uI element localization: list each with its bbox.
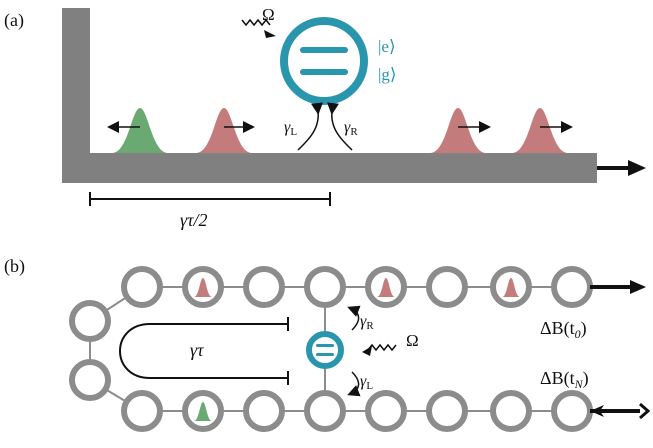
- node-bottom-3: [243, 390, 285, 432]
- emitter-atom: [280, 17, 368, 105]
- drive-arrowhead-a: [264, 30, 276, 38]
- bottom-row-nodes: [121, 390, 593, 432]
- top-row-nodes: [121, 266, 593, 308]
- pulse-red-1: [196, 108, 252, 153]
- level-e-bar: [300, 47, 348, 53]
- bottom-input-tail: [590, 405, 604, 417]
- drive-wiggle-b: [367, 343, 397, 352]
- omega-label-b: Ω: [406, 331, 419, 350]
- node-pulse-red-2: [377, 278, 395, 297]
- omega-label-a: Ω: [262, 5, 275, 24]
- chain-level-g: [316, 353, 334, 356]
- gamma-r-label-b: γR: [360, 313, 374, 332]
- node-top-4: [304, 266, 346, 308]
- chain-emitter: [306, 331, 344, 369]
- chain-level-e: [316, 344, 334, 347]
- node-bottom-8: [551, 390, 593, 432]
- decay-left-arrow: [297, 102, 323, 151]
- node-bottom-1: [121, 390, 163, 432]
- node-left-1: [69, 300, 111, 342]
- pulse-red-2: [430, 108, 486, 153]
- waveguide-horizontal-arm: [62, 153, 597, 183]
- node-bottom-6: [426, 390, 468, 432]
- node-top-3: [243, 266, 285, 308]
- node-bottom-4: [304, 390, 346, 432]
- state-e-label: |e⟩: [378, 37, 396, 56]
- decay-right-arrow: [327, 102, 353, 151]
- node-left-2: [69, 359, 111, 401]
- gamma-r-label: γR: [344, 119, 358, 138]
- field-label-top: ΔB(t0): [540, 318, 587, 341]
- pulse-red-3: [512, 108, 568, 153]
- output-arrowhead: [628, 160, 646, 176]
- node-bottom-5: [365, 390, 407, 432]
- node-top-8: [551, 266, 593, 308]
- node-top-6: [426, 266, 468, 308]
- left-nodes: [69, 300, 111, 401]
- loop-label: γτ: [190, 340, 204, 360]
- top-output-arrowhead: [630, 280, 646, 294]
- decay-l-arrow-b: [347, 371, 361, 397]
- panel-a-label: (a): [4, 10, 24, 31]
- state-g-label: |g⟩: [378, 65, 397, 84]
- pulse-green: [112, 108, 168, 153]
- decay-r-arrow-b: [347, 305, 361, 331]
- node-pulse-red-3: [502, 278, 520, 297]
- delay-label: γτ/2: [180, 210, 208, 230]
- gamma-l-label: γL: [284, 119, 297, 138]
- level-g-bar: [300, 69, 348, 75]
- gamma-l-label-b: γL: [360, 373, 373, 392]
- node-top-1: [121, 266, 163, 308]
- node-bottom-7: [490, 390, 532, 432]
- panel-a: (a) |e⟩ |g⟩ Ω γL γR: [4, 5, 646, 230]
- node-pulse-green: [194, 402, 212, 421]
- drive-wiggle-a: [241, 18, 271, 27]
- node-pulse-red-1: [194, 278, 212, 297]
- drive-arrowhead-b: [362, 346, 372, 356]
- panel-b-label: (b): [4, 256, 25, 277]
- bottom-input-end: [639, 402, 651, 420]
- panel-b: (b): [4, 256, 651, 432]
- field-label-bottom: ΔB(tN): [540, 368, 589, 391]
- feedback-loop: [119, 323, 288, 379]
